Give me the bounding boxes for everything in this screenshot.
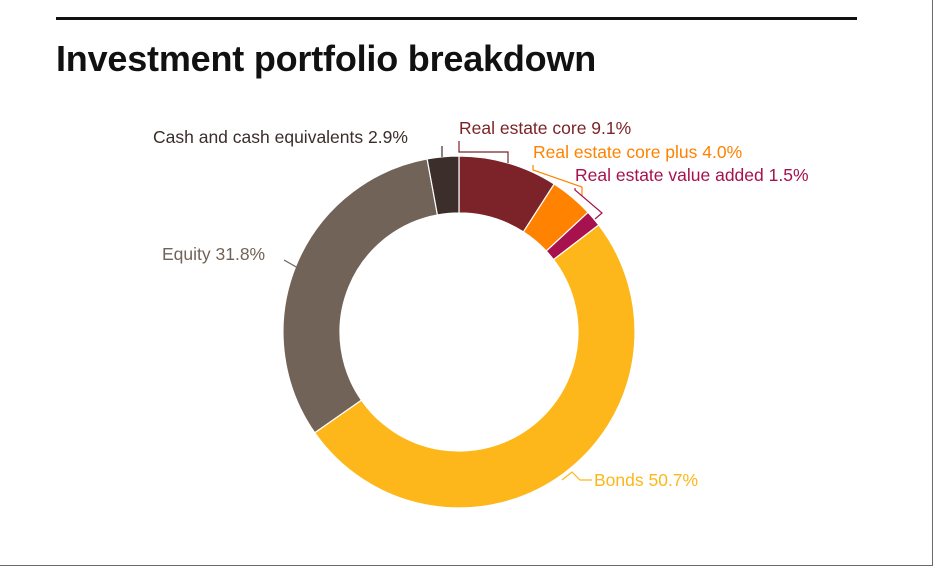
chart-title: Investment portfolio breakdown (56, 38, 597, 79)
top-rule (56, 17, 857, 20)
leader-real-estate-value-added (574, 188, 603, 220)
label-value: 50.7% (648, 470, 698, 490)
label-real-estate-core-plus: Real estate core plus 4.0% (533, 142, 742, 162)
label-name: Cash and cash equivalents (153, 127, 368, 147)
label-name: Real estate core (459, 118, 591, 138)
label-value: 2.9% (368, 127, 408, 147)
leader-real-estate-core (458, 141, 509, 163)
label-bonds: Bonds 50.7% (594, 470, 698, 490)
slice-bonds (313, 224, 636, 509)
label-name: Bonds (594, 470, 648, 490)
leader-equity (283, 259, 299, 269)
slice-equity (282, 158, 439, 434)
slices (282, 155, 636, 509)
label-name: Real estate value added (575, 165, 769, 185)
leader-bonds (561, 471, 592, 481)
label-value: 9.1% (591, 118, 631, 138)
label-value: 4.0% (702, 142, 742, 162)
label-name: Equity (162, 244, 216, 264)
label-real-estate-value-added: Real estate value added 1.5% (575, 165, 809, 185)
label-value: 31.8% (216, 244, 266, 264)
leader-real-estate-core-plus (532, 165, 583, 196)
slice-cash-and-cash-equivalents (426, 155, 460, 216)
label-equity: Equity 31.8% (162, 244, 265, 264)
label-cash-and-cash-equivalents: Cash and cash equivalents 2.9% (153, 127, 408, 147)
label-real-estate-core: Real estate core 9.1% (459, 118, 631, 138)
leader-lines (283, 141, 603, 481)
label-value: 1.5% (769, 165, 809, 185)
label-name: Real estate core plus (533, 142, 702, 162)
slice-labels: Real estate core 9.1% Real estate core pl… (153, 118, 809, 490)
